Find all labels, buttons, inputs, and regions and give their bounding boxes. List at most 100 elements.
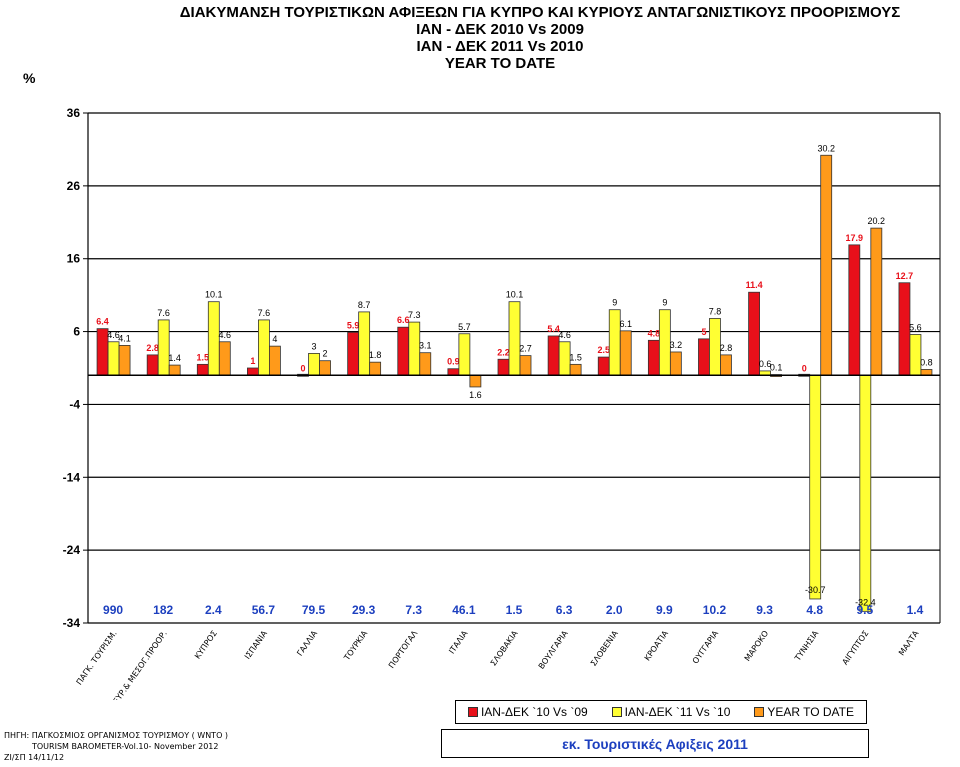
legend-swatch-2011 xyxy=(611,707,622,717)
data-label-s2-2: 4.6 xyxy=(219,330,232,340)
data-label-s2-16: 0.8 xyxy=(920,357,933,367)
category-label-0: ΠΑΓΚ. ΤΟΥΡΙΣΜ. xyxy=(75,629,119,687)
data-label-s2-11: 3.2 xyxy=(670,340,683,350)
data-label-s1-7: 5.7 xyxy=(458,322,471,332)
y-tick-label-7: -34 xyxy=(63,616,81,630)
y-tick-label-0: 36 xyxy=(67,106,81,120)
bar-s2-6 xyxy=(419,352,432,376)
arrivals-value-9: 6.3 xyxy=(556,603,573,617)
chart-legend: ΙΑΝ-ΔΕΚ `10 Vs `09 ΙΑΝ-ΔΕΚ `11 Vs `10 YE… xyxy=(455,700,867,724)
bar-s2-15 xyxy=(870,227,883,376)
data-label-s0-10: 2.5 xyxy=(597,345,610,355)
arrivals-value-10: 2.0 xyxy=(606,603,623,617)
data-label-s1-8: 10.1 xyxy=(506,290,524,300)
arrivals-value-3: 56.7 xyxy=(252,603,276,617)
category-label-5: ΤΟΥΡΚΙΑ xyxy=(342,629,370,663)
data-label-s2-3: 4 xyxy=(272,334,277,344)
bar-s0-1 xyxy=(146,354,159,376)
data-label-s0-4: 0 xyxy=(301,363,306,373)
data-label-s1-16: 5.6 xyxy=(909,322,922,332)
legend-item-2011: ΙΑΝ-ΔΕΚ `11 Vs `10 xyxy=(611,705,730,719)
data-label-s2-12: 2.8 xyxy=(720,343,733,353)
bar-s1-4 xyxy=(308,353,320,376)
bar-s1-8 xyxy=(508,301,521,376)
category-label-8: ΣΛΟΒΑΚΙΑ xyxy=(489,629,520,668)
source-line-3: ΖΙ/ΣΠ 14/11/12 xyxy=(4,753,65,762)
bar-s1-16 xyxy=(909,334,922,376)
data-label-s1-14: -30.7 xyxy=(805,585,826,595)
data-label-s1-5: 8.7 xyxy=(358,300,371,310)
arrivals-value-2: 2.4 xyxy=(205,603,222,617)
bar-s1-5 xyxy=(358,311,371,376)
data-label-s2-9: 1.5 xyxy=(569,352,582,362)
bar-s1-15 xyxy=(859,374,872,612)
arrivals-value-5: 29.3 xyxy=(352,603,376,617)
bar-s2-0 xyxy=(118,345,131,376)
data-label-s0-1: 2.8 xyxy=(146,343,159,353)
bar-s0-11 xyxy=(647,339,660,376)
data-label-s2-8: 2.7 xyxy=(519,344,532,354)
y-tick-label-5: -14 xyxy=(63,470,81,484)
bar-s2-11 xyxy=(669,351,682,376)
data-label-s0-14: 0 xyxy=(802,363,807,373)
bar-s2-4 xyxy=(319,360,331,376)
data-label-s1-0: 4.6 xyxy=(107,330,120,340)
legend-label-2010: ΙΑΝ-ΔΕΚ `10 Vs `09 xyxy=(480,705,588,719)
chart-titles: ΔΙΑΚΥΜΑΝΣΗ ΤΟΥΡΙΣΤΙΚΩΝ ΑΦΙΞΕΩΝ ΓΙΑ ΚΥΠΡΟ… xyxy=(0,4,960,72)
arrivals-value-14: 4.8 xyxy=(806,603,823,617)
bar-s2-10 xyxy=(619,330,632,376)
bar-s2-7 xyxy=(469,374,482,388)
bar-s0-5 xyxy=(347,331,360,376)
arrivals-value-15: 9.5 xyxy=(856,603,873,617)
data-label-s0-11: 4.8 xyxy=(648,328,661,338)
data-label-s2-5: 1.8 xyxy=(369,350,382,360)
bar-s0-3 xyxy=(247,367,259,376)
category-label-2: ΚΥΠΡΟΣ xyxy=(193,629,219,661)
bar-s1-1 xyxy=(157,319,170,376)
category-label-7: ΙΤΑΛΙΑ xyxy=(447,629,470,656)
category-label-3: ΙΣΠΑΝΙΑ xyxy=(243,629,269,661)
arrivals-value-11: 9.9 xyxy=(656,603,673,617)
data-label-s0-7: 0.9 xyxy=(447,357,460,367)
data-label-s0-2: 1.5 xyxy=(197,352,210,362)
y-tick-label-2: 16 xyxy=(67,252,81,266)
data-label-s2-10: 6.1 xyxy=(619,319,632,329)
bar-s2-5 xyxy=(369,361,382,376)
source-line-1: ΠΗΓΗ: ΠΑΓΚΟΣΜΙΟΣ ΟΡΓΑΝΙΣΜΟΣ ΤΟΥΡΙΣΜΟΥ ( … xyxy=(4,731,229,740)
arrivals-value-8: 1.5 xyxy=(506,603,523,617)
y-tick-label-3: 6 xyxy=(73,325,80,339)
data-label-s0-8: 2.2 xyxy=(497,347,510,357)
data-label-s1-9: 4.6 xyxy=(558,330,571,340)
bar-s2-8 xyxy=(519,355,532,376)
data-label-s0-15: 17.9 xyxy=(846,233,864,243)
bar-s0-7 xyxy=(447,368,460,376)
bar-s0-9 xyxy=(547,335,560,376)
data-label-s2-4: 2 xyxy=(323,349,328,359)
data-label-s0-3: 1 xyxy=(250,356,255,366)
source-line-2: TOURISM BAROMETER-Vol.10- November 2012 xyxy=(32,742,219,751)
arrivals-value-12: 10.2 xyxy=(703,603,727,617)
data-label-s1-12: 7.8 xyxy=(709,306,722,316)
y-tick-label-1: 26 xyxy=(67,179,81,193)
bar-s0-12 xyxy=(698,338,710,376)
chart-subtitle-2011: ΙΑΝ - ΔΕΚ 2011 Vs 2010 xyxy=(416,38,584,55)
data-label-s0-6: 6.6 xyxy=(397,315,410,325)
data-label-s0-0: 6.4 xyxy=(96,317,109,327)
category-label-14: ΤΥΝΗΣΙΑ xyxy=(793,629,821,664)
y-tick-label-6: -24 xyxy=(63,543,81,557)
category-label-10: ΣΛΟΒΕΝΙΑ xyxy=(589,629,620,668)
category-label-9: ΒΟΥΛΓΑΡΙΑ xyxy=(537,629,570,671)
data-label-s2-7: 1.6 xyxy=(469,390,482,400)
bar-s2-2 xyxy=(218,341,231,376)
arrivals-value-7: 46.1 xyxy=(452,603,476,617)
bar-s2-12 xyxy=(720,354,732,376)
legend-swatch-2010 xyxy=(467,707,478,717)
category-label-11: ΚΡΟΑΤΙΑ xyxy=(643,629,670,663)
data-label-s1-1: 7.6 xyxy=(157,308,170,318)
bar-s0-10 xyxy=(597,356,610,376)
source-note: ΠΗΓΗ: ΠΑΓΚΟΣΜΙΟΣ ΟΡΓΑΝΙΣΜΟΣ ΤΟΥΡΙΣΜΟΥ ( … xyxy=(4,730,228,763)
bar-s0-8 xyxy=(497,358,510,376)
category-label-16: ΜΑΛΤΑ xyxy=(897,629,921,658)
bar-s1-7 xyxy=(458,333,471,376)
data-label-s1-11: 9 xyxy=(662,298,667,308)
